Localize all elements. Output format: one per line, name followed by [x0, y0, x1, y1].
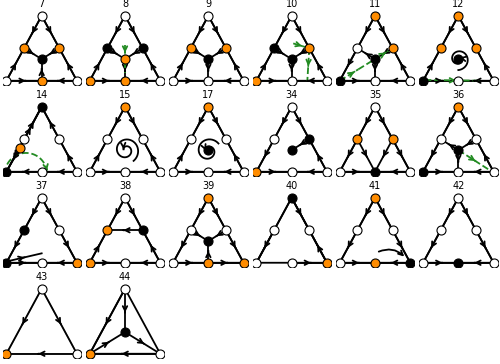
- Title: 36: 36: [452, 90, 464, 99]
- Title: 15: 15: [119, 90, 131, 99]
- Title: 9: 9: [206, 0, 212, 8]
- Title: 10: 10: [286, 0, 298, 8]
- Title: 35: 35: [369, 90, 381, 99]
- Title: 7: 7: [38, 0, 45, 8]
- Title: 39: 39: [202, 181, 214, 190]
- Title: 44: 44: [119, 272, 131, 281]
- Title: 37: 37: [36, 181, 48, 190]
- Title: 8: 8: [122, 0, 128, 8]
- Title: 41: 41: [369, 181, 381, 190]
- Title: 38: 38: [119, 181, 131, 190]
- Title: 40: 40: [286, 181, 298, 190]
- Title: 42: 42: [452, 181, 464, 190]
- Title: 43: 43: [36, 272, 48, 281]
- Title: 14: 14: [36, 90, 48, 99]
- Title: 17: 17: [202, 90, 214, 99]
- Title: 34: 34: [286, 90, 298, 99]
- Title: 11: 11: [369, 0, 381, 8]
- Title: 12: 12: [452, 0, 464, 8]
